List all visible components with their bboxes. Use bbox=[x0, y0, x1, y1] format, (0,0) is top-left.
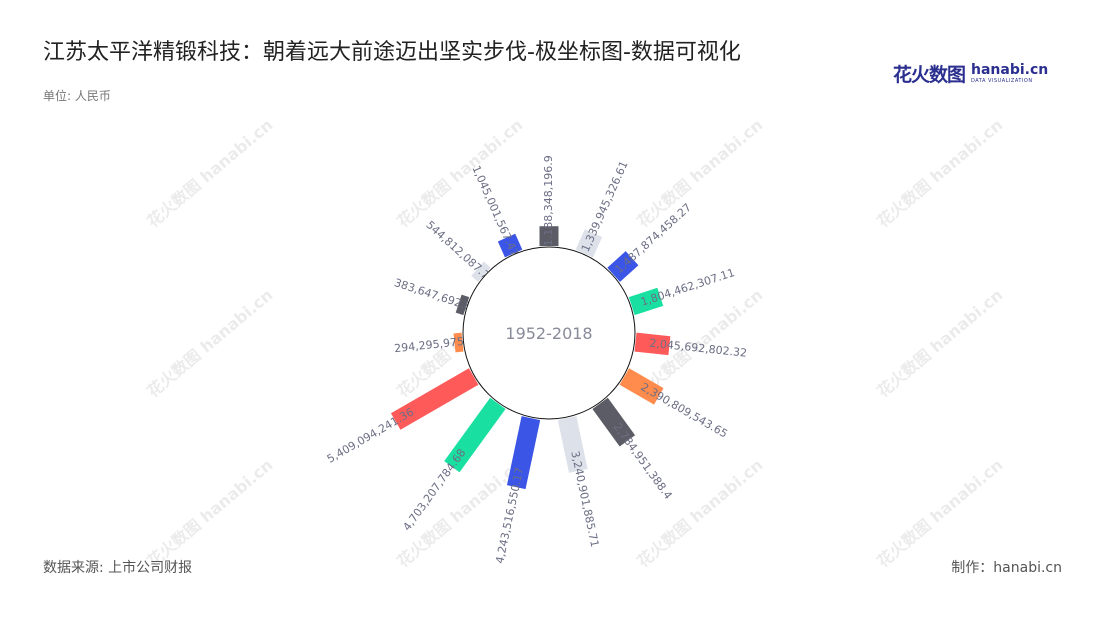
logo-subtitle-text: DATA VISUALIZATION bbox=[971, 78, 1033, 84]
bar-value-label: 2,784,951,388.4 bbox=[611, 421, 675, 502]
bar[interactable] bbox=[453, 332, 464, 353]
bar-group bbox=[506, 416, 541, 490]
bar[interactable] bbox=[506, 416, 541, 490]
bar-value-label: 1,804,462,307.11 bbox=[639, 266, 736, 309]
data-source-label: 数据来源: 上市公司财报 bbox=[43, 560, 193, 576]
bar-group bbox=[628, 287, 664, 316]
bar-group bbox=[607, 251, 639, 282]
maker-credit[interactable]: 制作：hanabi.cn bbox=[951, 560, 1062, 576]
bar-group bbox=[455, 294, 470, 316]
bar-group bbox=[444, 397, 506, 473]
bar-value-label: 1,339,945,326.61 bbox=[579, 159, 631, 254]
bar-group bbox=[557, 416, 588, 473]
bar-group bbox=[575, 229, 603, 258]
brand-logo[interactable]: 花火数图 hanabi.cn DATA VISUALIZATION bbox=[893, 60, 1048, 87]
chart-title: 江苏太平洋精锻科技：朝着远大前途迈出坚实步伐-极坐标图-数据可视化 bbox=[43, 40, 741, 65]
bar[interactable] bbox=[557, 416, 588, 473]
bar-value-label: 4,243,516,550.17 bbox=[493, 466, 526, 565]
bar-value-label: 2,390,809,543.65 bbox=[638, 380, 729, 440]
bar[interactable] bbox=[444, 397, 506, 473]
bar[interactable] bbox=[628, 287, 664, 316]
bar-group bbox=[453, 332, 464, 353]
bar[interactable] bbox=[607, 251, 639, 282]
bar[interactable] bbox=[575, 229, 603, 258]
center-year-range-label: 1952-2018 bbox=[505, 324, 592, 343]
bar-value-label: 3,240,901,885.71 bbox=[568, 450, 601, 549]
logo-english-text: hanabi.cn bbox=[971, 62, 1049, 78]
bar-group bbox=[390, 368, 479, 430]
unit-label: 单位: 人民币 bbox=[43, 89, 111, 103]
bar-value-label: 5,409,094,241.36 bbox=[325, 405, 416, 465]
bar[interactable] bbox=[497, 233, 523, 258]
bar[interactable] bbox=[619, 368, 664, 405]
bar-value-label: 1,487,874,458.27 bbox=[613, 201, 695, 276]
bar-value-label: 4,703,207,784.68 bbox=[400, 446, 468, 533]
bar-value-label: 1,188,348,196.9 bbox=[542, 155, 555, 246]
bar[interactable] bbox=[471, 261, 491, 282]
bar[interactable] bbox=[539, 226, 559, 246]
bar[interactable] bbox=[390, 368, 479, 430]
bar-group bbox=[471, 261, 491, 282]
bar-group bbox=[634, 332, 671, 356]
bar[interactable] bbox=[455, 294, 470, 316]
bar[interactable] bbox=[592, 397, 636, 447]
bar[interactable] bbox=[634, 332, 671, 356]
bar-group bbox=[497, 233, 523, 258]
bar-group bbox=[592, 397, 636, 447]
logo-english-block: hanabi.cn DATA VISUALIZATION bbox=[971, 63, 1048, 84]
bar-group bbox=[619, 368, 664, 405]
center-circle bbox=[462, 246, 636, 420]
bar-value-label: 1,045,001,567.47 bbox=[469, 164, 521, 259]
bar-value-label: 2,045,692,802.32 bbox=[649, 337, 748, 360]
bar-group bbox=[539, 226, 559, 246]
logo-chinese-text: 花火数图 bbox=[893, 64, 966, 86]
